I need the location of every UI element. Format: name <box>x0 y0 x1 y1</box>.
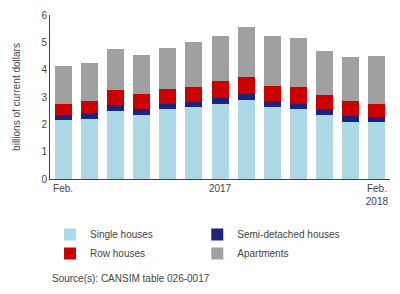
svg-text:Row houses: Row houses <box>90 248 145 259</box>
svg-text:5: 5 <box>41 37 47 48</box>
svg-text:Source(s): CANSIM table 026-00: Source(s): CANSIM table 026-0017 <box>52 273 210 284</box>
svg-text:1: 1 <box>41 146 47 157</box>
svg-text:Apartments: Apartments <box>237 248 288 259</box>
svg-text:6: 6 <box>41 10 47 21</box>
svg-text:Single houses: Single houses <box>90 229 153 240</box>
svg-text:Feb.2018: Feb.2018 <box>366 183 389 207</box>
svg-text:Semi-detached houses: Semi-detached houses <box>237 229 339 240</box>
svg-text:4: 4 <box>41 64 47 75</box>
svg-text:Feb.: Feb. <box>53 183 73 194</box>
svg-text:3: 3 <box>41 92 47 103</box>
svg-text:2: 2 <box>41 119 47 130</box>
svg-text:2017: 2017 <box>209 183 232 194</box>
svg-text:billions of current dollars: billions of current dollars <box>11 43 22 151</box>
svg-text:0: 0 <box>41 174 47 185</box>
